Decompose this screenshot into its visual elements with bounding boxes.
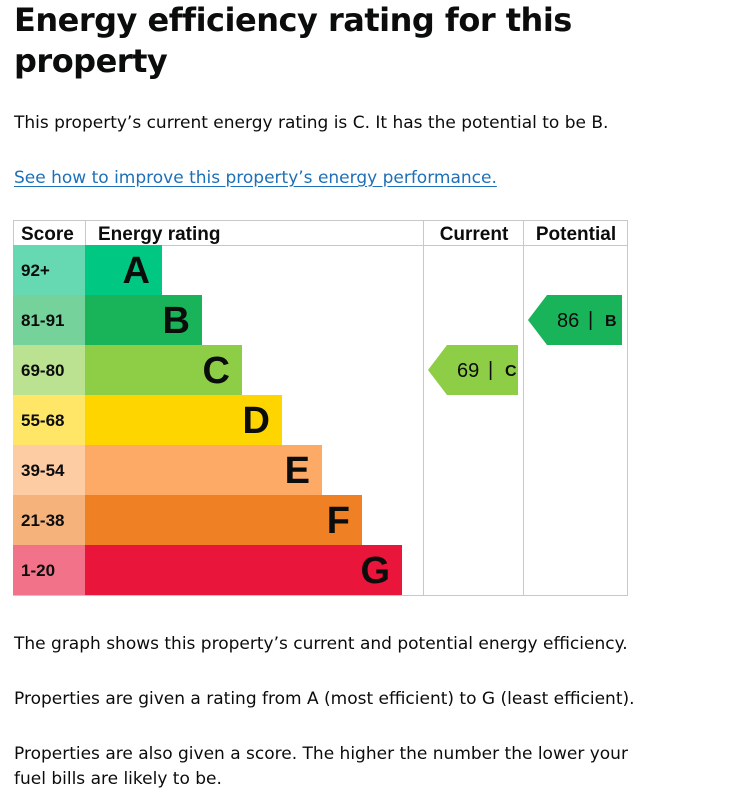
rating-letter-g: G xyxy=(360,550,390,592)
rating-letter-c: C xyxy=(203,350,230,392)
current-letter: C xyxy=(505,363,517,380)
current-score: 69 xyxy=(457,360,479,382)
potential-score: 86 xyxy=(557,310,579,332)
score-cell-d xyxy=(13,395,85,445)
rating-letter-d: D xyxy=(243,400,270,442)
potential-header: Potential xyxy=(536,224,616,245)
rating-scale-explanation: Properties are given a rating from A (mo… xyxy=(14,689,635,709)
chart-headers: Score Energy rating Current Potential xyxy=(21,224,616,245)
page-title: Energy efficiency rating for this proper… xyxy=(14,1,572,80)
score-range-a: 92+ xyxy=(21,261,50,280)
rating-letter-a: A xyxy=(123,250,150,292)
current-rating-arrow xyxy=(428,345,518,395)
score-header: Score xyxy=(21,224,74,245)
improve-energy-performance-link[interactable]: See how to improve this property’s energ… xyxy=(14,168,497,188)
score-cell-b xyxy=(13,295,85,345)
rating-letter-e: E xyxy=(285,450,310,492)
rating-bar-d xyxy=(85,395,282,445)
score-range-c: 69-80 xyxy=(21,361,64,380)
score-range-d: 55-68 xyxy=(21,411,64,430)
potential-separator: | xyxy=(588,309,593,331)
score-cell-g xyxy=(13,545,85,595)
rating-bar-e xyxy=(85,445,322,495)
rating-bar-f xyxy=(85,495,362,545)
score-range-e: 39-54 xyxy=(21,461,65,480)
score-cell-e xyxy=(13,445,85,495)
rating-arrows: 69 | C 86 | B xyxy=(428,295,622,395)
current-rating-summary: This property’s current energy rating is… xyxy=(14,113,609,133)
energy-rating-header: Energy rating xyxy=(98,224,220,245)
score-cell-c xyxy=(13,345,85,395)
rating-letter-b: B xyxy=(163,300,190,342)
rating-bar-g xyxy=(85,545,402,595)
rating-bands: 92+ A 81-91 B 69-80 C 55-68 D 39-54 E 21-38 F 1-20 G xyxy=(13,245,402,595)
rating-letter-f: F xyxy=(327,500,350,542)
score-range-f: 21-38 xyxy=(21,511,64,530)
current-header: Current xyxy=(440,224,509,245)
current-separator: | xyxy=(488,359,493,381)
potential-rating-arrow xyxy=(528,295,622,345)
rating-bar-b xyxy=(85,295,202,345)
score-explanation: Properties are also given a score. The h… xyxy=(14,744,628,789)
rating-bar-a xyxy=(85,245,162,295)
potential-letter: B xyxy=(605,313,617,330)
energy-rating-chart: Score Energy rating Current Potential 92+ A 8… xyxy=(13,220,628,596)
score-range-g: 1-20 xyxy=(21,561,55,580)
graph-explanation: The graph shows this property’s current … xyxy=(14,634,628,654)
score-cell-f xyxy=(13,495,85,545)
score-cell-a xyxy=(13,245,85,295)
score-range-b: 81-91 xyxy=(21,311,64,330)
rating-bar-c xyxy=(85,345,242,395)
